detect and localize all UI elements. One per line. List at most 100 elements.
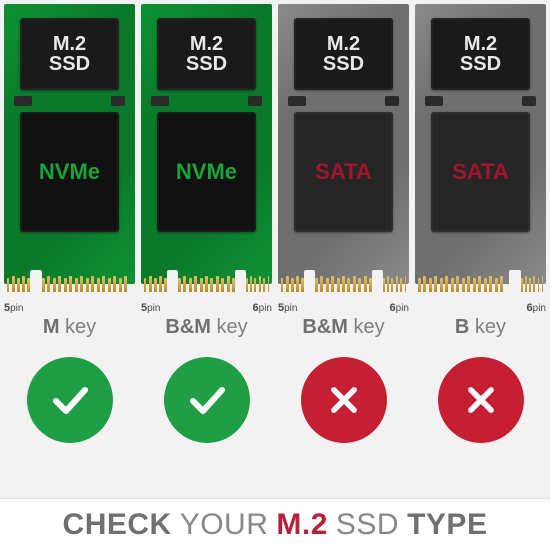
gold-finger xyxy=(495,278,498,292)
gold-finger xyxy=(22,276,25,292)
gold-finger xyxy=(521,278,523,292)
gold-finger xyxy=(69,276,72,292)
controller-chip-label: M.2SSD xyxy=(186,34,227,74)
decorative-chip xyxy=(14,96,32,106)
gold-finger xyxy=(429,278,432,292)
gold-finger xyxy=(154,278,157,292)
ssd-card: M.2SSDNVMe5pin6pinB&M key xyxy=(141,4,272,494)
gold-finger xyxy=(259,276,261,292)
gold-finger xyxy=(423,276,426,292)
gold-finger xyxy=(525,276,527,292)
key-notch xyxy=(509,270,521,294)
cross-icon xyxy=(301,357,387,443)
gold-finger xyxy=(7,278,10,292)
gold-finger xyxy=(533,276,535,292)
controller-chip: M.2SSD xyxy=(157,18,257,90)
gold-finger xyxy=(200,278,203,292)
edge-connector: 5pin6pin xyxy=(278,264,409,292)
controller-chip-label: M.2SSD xyxy=(49,34,90,74)
key-notch xyxy=(372,270,382,294)
key-notch xyxy=(30,270,42,294)
gold-finger xyxy=(268,276,270,292)
gold-finger xyxy=(47,276,50,292)
decorative-chip xyxy=(248,96,262,106)
nand-chip: NVMe xyxy=(157,112,257,232)
edge-connector: 6pin xyxy=(415,264,546,292)
gold-finger xyxy=(347,278,350,292)
gold-fingers xyxy=(418,274,510,292)
pin-count-label: 6pin xyxy=(390,302,409,314)
gold-finger xyxy=(353,276,356,292)
gold-finger xyxy=(12,276,15,292)
gold-finger xyxy=(445,276,448,292)
ssd-graphic: M.2SSDNVMe5pin xyxy=(4,4,135,284)
gold-finger xyxy=(97,278,100,292)
gold-finger xyxy=(405,276,407,292)
controller-chip: M.2SSD xyxy=(294,18,394,90)
edge-connector: 5pin6pin xyxy=(141,264,272,292)
pin-count-label: 5pin xyxy=(141,302,160,314)
gold-finger xyxy=(320,276,323,292)
footer-caption: CHECK YOUR M.2 SSD TYPE xyxy=(0,498,550,550)
gold-finger xyxy=(75,278,78,292)
gold-fingers xyxy=(315,274,373,292)
gold-finger xyxy=(221,278,224,292)
ssd-card: M.2SSDNVMe5pinM key xyxy=(4,4,135,494)
gold-finger xyxy=(489,276,492,292)
gold-finger xyxy=(364,276,367,292)
gold-finger xyxy=(205,276,208,292)
controller-chip-label: M.2SSD xyxy=(460,34,501,74)
gold-finger xyxy=(113,276,116,292)
interface-label: NVMe xyxy=(39,161,100,183)
gold-fingers xyxy=(178,274,236,292)
gold-fingers xyxy=(521,274,543,292)
gold-finger xyxy=(58,276,61,292)
nand-chip: NVMe xyxy=(20,112,120,232)
controller-chip: M.2SSD xyxy=(20,18,120,90)
footer-word-ssd: SSD xyxy=(336,508,399,542)
gold-finger xyxy=(108,278,111,292)
decorative-chip xyxy=(151,96,169,106)
gold-finger xyxy=(383,278,385,292)
key-type-label: B key xyxy=(415,316,546,339)
gold-finger xyxy=(53,278,56,292)
ssd-graphic: M.2SSDSATA5pin6pin xyxy=(278,4,409,284)
gold-finger xyxy=(159,276,162,292)
gold-finger xyxy=(456,276,459,292)
gold-finger xyxy=(434,276,437,292)
gold-finger xyxy=(315,278,318,292)
gold-finger xyxy=(538,278,540,292)
compatibility-status xyxy=(4,357,135,443)
ssd-graphic: M.2SSDNVMe5pin6pin xyxy=(141,4,272,284)
gold-finger xyxy=(529,278,531,292)
compatibility-status xyxy=(278,357,409,443)
decorative-chip xyxy=(522,96,536,106)
gold-finger xyxy=(124,276,127,292)
decorative-chip xyxy=(425,96,443,106)
gold-finger xyxy=(291,278,294,292)
gold-finger xyxy=(396,276,398,292)
gold-finger xyxy=(478,276,481,292)
interface-label: SATA xyxy=(315,161,372,183)
gold-finger xyxy=(17,278,20,292)
gold-fingers xyxy=(281,274,305,292)
footer-word-m2: M.2 xyxy=(276,508,328,542)
gold-finger xyxy=(286,276,289,292)
gold-finger xyxy=(86,278,89,292)
interface-label: NVMe xyxy=(176,161,237,183)
footer-word-type: TYPE xyxy=(407,508,487,542)
gold-finger xyxy=(149,276,152,292)
gold-finger xyxy=(484,278,487,292)
gold-finger xyxy=(331,276,334,292)
gold-fingers xyxy=(383,274,407,292)
ssd-card: M.2SSD SATA 5pin6pin B&M key xyxy=(278,4,409,494)
decorative-chip xyxy=(111,96,125,106)
key-type-label: B&M key xyxy=(278,316,409,339)
footer-word-your: YOUR xyxy=(180,508,269,542)
decorative-chip xyxy=(385,96,399,106)
ssd-card-row: M.2SSDNVMe5pinM keyM.2SSDNVMe5pin6pinB&M… xyxy=(0,0,550,498)
gold-finger xyxy=(178,278,181,292)
gold-finger xyxy=(250,276,252,292)
gold-finger xyxy=(451,278,454,292)
gold-fingers xyxy=(144,274,168,292)
